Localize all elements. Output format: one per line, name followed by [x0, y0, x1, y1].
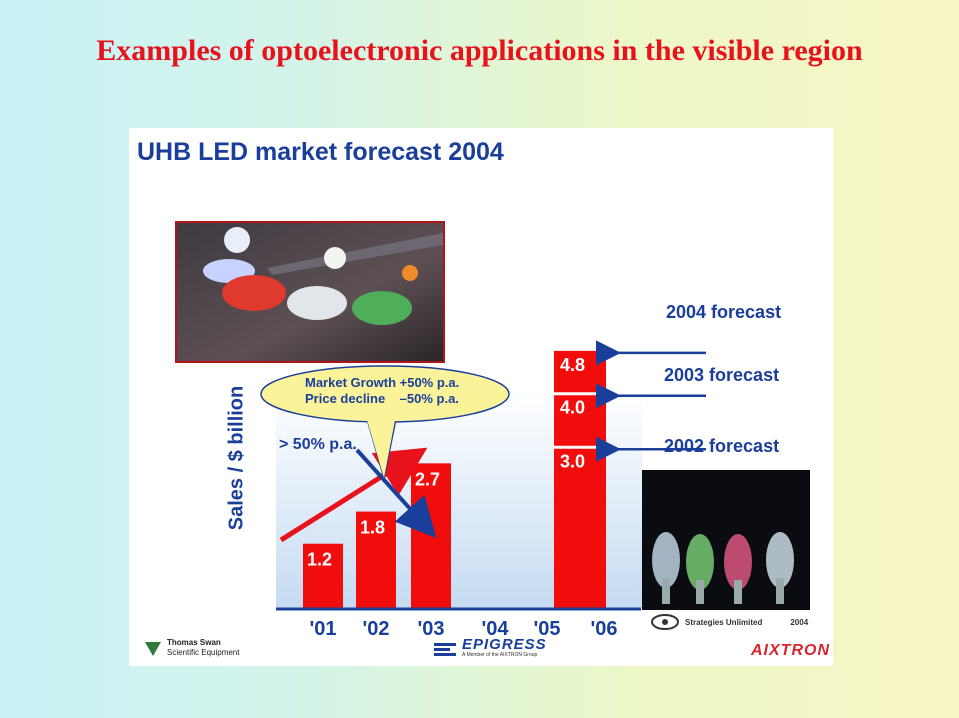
epigress-logo: EPIGRESS A Member of the AIXTRON Group: [434, 636, 547, 660]
trend-label: > 50% p.a.: [279, 436, 357, 453]
photo-credit-name: Strategies Unlimited: [685, 617, 763, 627]
photo-credit-year: 2004: [790, 617, 809, 627]
thomas-swan-logo: Thomas Swan Scientific Equipment: [143, 638, 239, 658]
aixtron-logo: AIXTRON: [751, 642, 830, 659]
epigress-sub: A Member of the AIXTRON Group: [462, 652, 538, 658]
forecast-label-2004: 2004 forecast: [666, 302, 782, 322]
price-decline-text: Price decline –50% p.a.: [305, 391, 459, 406]
panel-title: UHB LED market forecast 2004: [137, 138, 504, 166]
thomas-swan-icon: [145, 642, 161, 656]
growth-bubble-text: Market Growth +50% p.a. Price decline –5…: [305, 375, 459, 407]
market-growth-text: Market Growth +50% p.a.: [305, 375, 460, 390]
photo-credit: Strategies Unlimited 2004: [651, 614, 808, 630]
led-lamps-photo: [175, 221, 445, 363]
strategies-unlimited-icon: [651, 614, 679, 630]
thomas-swan-sub: Scientific Equipment: [167, 648, 240, 657]
epigress-icon: [434, 643, 456, 656]
footer-logos: Thomas Swan Scientific Equipment EPIGRES…: [129, 636, 833, 666]
forecast-label-2002: 2002 forecast: [664, 436, 780, 456]
growth-bubble: [260, 365, 510, 479]
slide-title: Examples of optoelectronic applications …: [96, 34, 863, 67]
forecast-label-2003: 2003 forecast: [664, 365, 780, 385]
thomas-swan-name: Thomas Swan: [167, 638, 221, 647]
epigress-name: EPIGRESS: [462, 636, 547, 653]
led-photo: [642, 470, 810, 610]
chart-panel: UHB LED market forecast 2004: [129, 128, 833, 666]
